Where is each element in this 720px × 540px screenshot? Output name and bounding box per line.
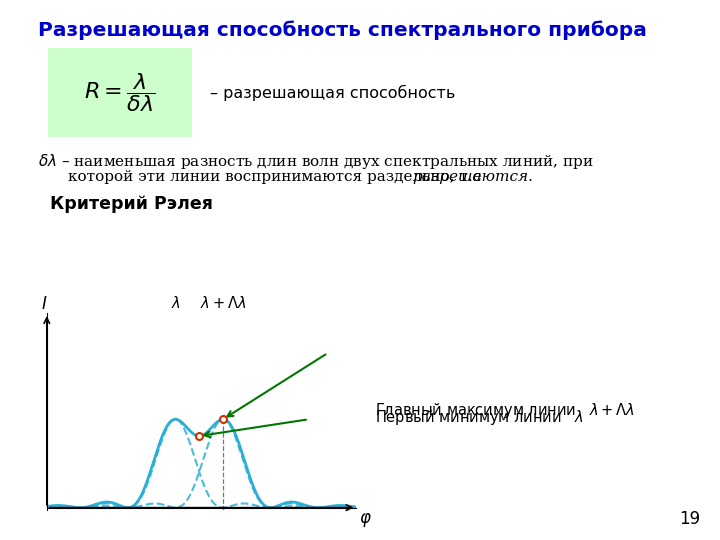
Text: $R = \dfrac{\lambda}{\delta\lambda}$: $R = \dfrac{\lambda}{\delta\lambda}$ xyxy=(84,71,156,114)
Text: $\delta\lambda$ – наименьшая разность длин волн двух спектральных линий, при: $\delta\lambda$ – наименьшая разность дл… xyxy=(38,152,593,171)
Text: Разрешающая способность спектрального прибора: Разрешающая способность спектрального пр… xyxy=(38,20,647,39)
Text: $\lambda + \Lambda\lambda$: $\lambda + \Lambda\lambda$ xyxy=(200,295,246,312)
FancyBboxPatch shape xyxy=(48,48,192,137)
Text: $\lambda$: $\lambda$ xyxy=(171,295,180,312)
Text: 19: 19 xyxy=(679,510,700,528)
Text: разрешаются.: разрешаются. xyxy=(412,170,533,184)
Text: Первый минимум линии   $\lambda$: Первый минимум линии $\lambda$ xyxy=(375,408,584,427)
Text: $\varphi$: $\varphi$ xyxy=(359,511,372,529)
Text: Критерий Рэлея: Критерий Рэлея xyxy=(50,195,213,213)
Text: $I$: $I$ xyxy=(41,295,48,313)
Text: Главный максимум линии   $\lambda + \Lambda\lambda$: Главный максимум линии $\lambda + \Lambd… xyxy=(375,401,635,420)
Text: которой эти линии воспринимаются раздельно, т.е: которой эти линии воспринимаются раздель… xyxy=(68,170,487,184)
Text: – разрешающая способность: – разрешающая способность xyxy=(210,84,455,100)
